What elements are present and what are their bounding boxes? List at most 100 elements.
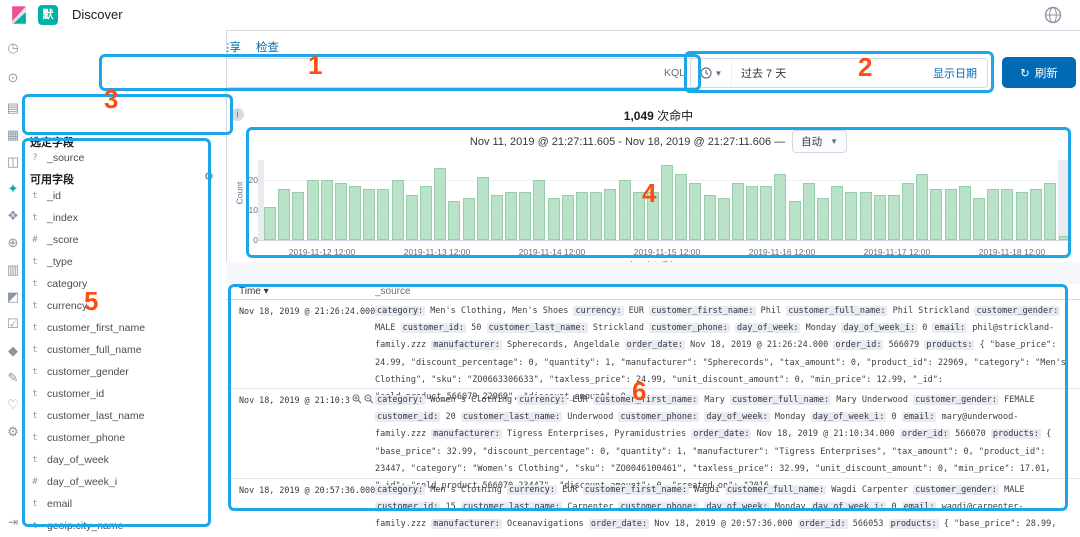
histogram-bar[interactable]	[731, 183, 744, 240]
histogram-bar[interactable]	[887, 195, 900, 240]
field-badge[interactable]: customer_full_name:	[786, 306, 888, 316]
dashboard-icon[interactable]: ▦	[6, 127, 20, 142]
field-badge[interactable]: customer_first_name:	[592, 395, 700, 405]
siem-icon[interactable]: ◆	[8, 343, 18, 358]
field-badge[interactable]: customer_phone:	[618, 502, 700, 513]
space-avatar[interactable]: 默	[38, 5, 58, 25]
selected-field-_source[interactable]: ? _source	[30, 152, 84, 164]
field-badge[interactable]: category:	[375, 485, 426, 495]
field-badge[interactable]: email:	[901, 502, 937, 513]
histogram-bar[interactable]	[788, 201, 801, 240]
field-badge[interactable]: customer_phone:	[649, 323, 730, 334]
field-badge[interactable]: customer_phone:	[618, 412, 700, 423]
histogram-bar[interactable]	[703, 195, 716, 240]
uptime-icon[interactable]: ☑	[7, 316, 19, 331]
histogram-bar[interactable]	[661, 165, 674, 240]
histogram-bar[interactable]	[320, 180, 333, 240]
histogram-bar[interactable]	[292, 192, 305, 240]
histogram-bar[interactable]	[859, 192, 872, 240]
field-badge[interactable]: email:	[901, 412, 937, 423]
histogram-bar[interactable]	[632, 192, 645, 240]
field-badge[interactable]: day_of_week_i:	[841, 323, 918, 334]
field-badge[interactable]: customer_full_name:	[729, 395, 832, 405]
histogram-bar[interactable]	[831, 186, 844, 240]
histogram-bar[interactable]	[944, 189, 957, 240]
histogram-bar[interactable]	[547, 198, 560, 240]
field-badge[interactable]: customer_first_name:	[649, 306, 756, 316]
field-badge[interactable]: order_date:	[588, 519, 650, 530]
menu-inspect[interactable]: 检查	[256, 42, 279, 54]
histogram-bar[interactable]	[505, 192, 518, 240]
field-badge[interactable]: currency:	[573, 306, 624, 316]
histogram-bar[interactable]	[349, 186, 362, 240]
magnify-plus-icon[interactable]	[352, 394, 362, 404]
time-picker-quick-menu[interactable]: ▼	[691, 59, 732, 87]
field-badge[interactable]: customer_last_name:	[460, 412, 563, 423]
histogram-bar[interactable]	[448, 201, 461, 240]
metrics-icon[interactable]: ◩	[6, 289, 20, 304]
monitoring-icon[interactable]: ♡	[7, 397, 19, 412]
table-row[interactable]: Nov 18, 2019 @ 20:57:36.000 category: Men…	[226, 479, 1080, 537]
machine-learning-icon[interactable]: ❖	[7, 208, 19, 223]
field-customer_full_name[interactable]: t customer_full_name	[30, 344, 141, 356]
histogram-bar[interactable]	[1043, 183, 1056, 240]
field-badge[interactable]: category:	[375, 395, 426, 405]
histogram-bar[interactable]	[561, 195, 574, 240]
histogram-bar[interactable]	[476, 177, 489, 240]
field-badge[interactable]: email:	[932, 323, 968, 334]
field-badge[interactable]: day_of_week_i:	[810, 502, 887, 513]
histogram-bar[interactable]	[675, 174, 688, 240]
column-header-time[interactable]: Time ▾	[239, 286, 269, 297]
histogram-bar[interactable]	[405, 195, 418, 240]
field-badge[interactable]: order_id:	[797, 519, 848, 530]
field-badge[interactable]: products:	[924, 340, 975, 351]
field-customer_first_name[interactable]: t customer_first_name	[30, 322, 145, 334]
maps-icon[interactable]: ✦	[7, 181, 19, 196]
dev-tools-icon[interactable]: ✎	[7, 370, 19, 385]
histogram-bar[interactable]	[746, 186, 759, 240]
histogram-bar[interactable]	[774, 174, 787, 240]
histogram-bar[interactable]	[873, 195, 886, 240]
field-currency[interactable]: t currency	[30, 300, 87, 312]
field-badge[interactable]: customer_first_name:	[582, 485, 689, 495]
field-badge[interactable]: products:	[888, 519, 939, 530]
histogram-bar[interactable]	[306, 180, 319, 240]
field-badge[interactable]: order_id:	[899, 429, 950, 440]
refresh-button[interactable]: ↻ 刷新	[1002, 57, 1076, 88]
histogram-bar[interactable]	[490, 195, 503, 240]
field-badge[interactable]: manufacturer:	[431, 519, 502, 530]
field-badge[interactable]: customer_last_name:	[460, 502, 563, 513]
field-badge[interactable]: customer_id:	[400, 323, 467, 334]
field-badge[interactable]: order_date:	[624, 340, 685, 351]
field-badge[interactable]: products:	[990, 429, 1041, 440]
field-badge[interactable]: customer_last_name:	[486, 323, 588, 334]
field-badge[interactable]: manufacturer:	[431, 340, 502, 351]
graph-icon[interactable]: ⊕	[7, 235, 19, 250]
histogram-bar[interactable]	[533, 180, 546, 240]
field-badge[interactable]: currency:	[517, 395, 568, 405]
histogram-bar[interactable]	[987, 189, 1000, 240]
field-_id[interactable]: t _id	[30, 190, 61, 202]
field-badge[interactable]: day_of_week:	[704, 412, 770, 423]
field-geoip.city_name[interactable]: t geoip.city_name	[30, 520, 123, 532]
query-language-button[interactable]: KQL	[663, 67, 685, 79]
histogram-bar[interactable]	[1059, 235, 1071, 240]
table-row[interactable]: Nov 18, 2019 @ 21:10:3 category: Women's …	[226, 389, 1080, 491]
field-category[interactable]: t category	[30, 278, 87, 290]
field-customer_last_name[interactable]: t customer_last_name	[30, 410, 144, 422]
field-customer_id[interactable]: t customer_id	[30, 388, 104, 400]
histogram-bar[interactable]	[760, 186, 773, 240]
histogram-bar[interactable]	[434, 168, 447, 240]
histogram-bar[interactable]	[604, 189, 617, 240]
histogram-bar[interactable]	[646, 192, 659, 240]
histogram-bar[interactable]	[689, 183, 702, 240]
management-icon[interactable]: ⚙	[7, 424, 19, 439]
field-badge[interactable]: customer_id:	[375, 502, 441, 513]
show-dates-button[interactable]: 显示日期	[933, 68, 977, 80]
magnify-minus-icon[interactable]	[364, 394, 374, 404]
histogram-bar[interactable]	[590, 192, 603, 240]
histogram-bar[interactable]	[575, 192, 588, 240]
globe-icon[interactable]	[1044, 6, 1062, 24]
field-_index[interactable]: t _index	[30, 212, 78, 224]
table-row[interactable]: Nov 18, 2019 @ 21:26:24.000 category: Men…	[226, 300, 1080, 402]
